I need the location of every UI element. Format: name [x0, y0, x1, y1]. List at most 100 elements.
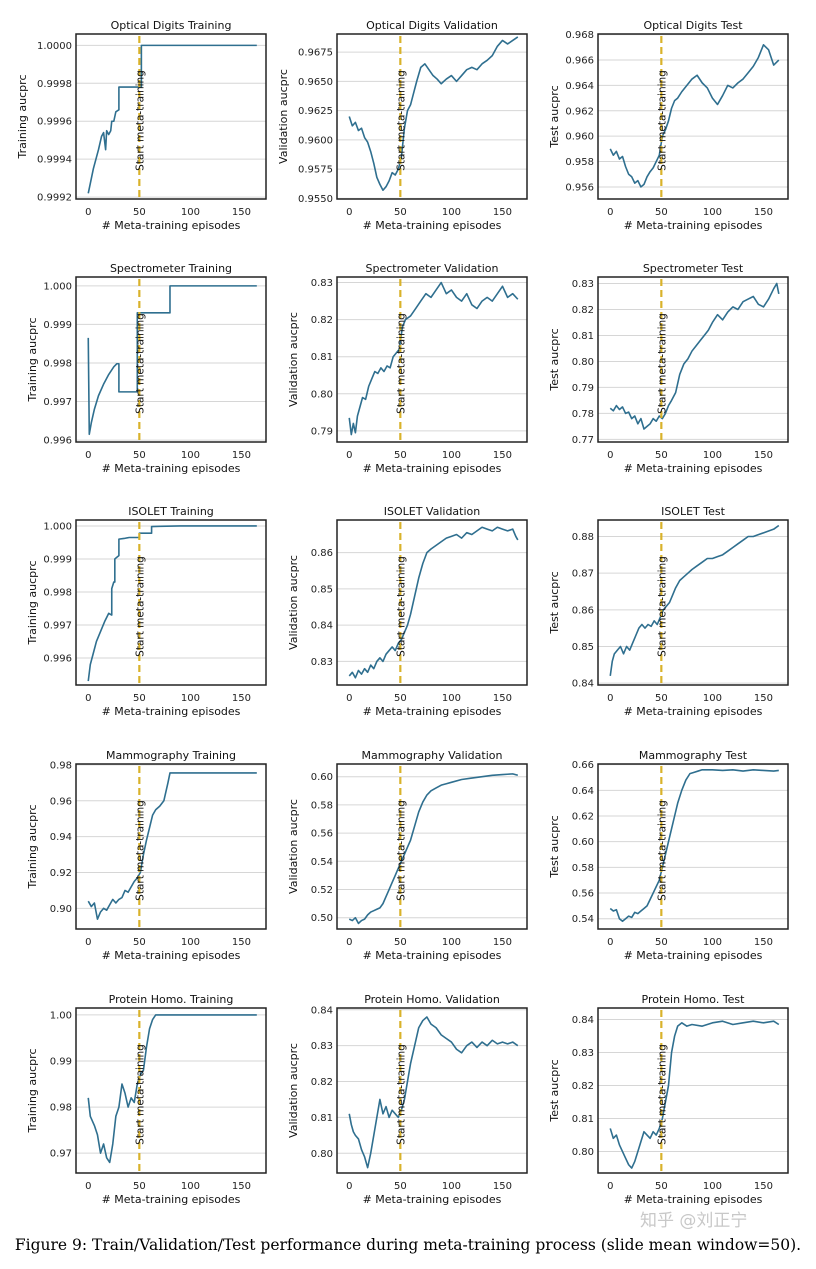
y-tick-label: 0.83: [572, 1048, 594, 1059]
x-tick-label: 100: [181, 937, 200, 948]
y-tick-label: 0.50: [311, 913, 333, 924]
y-tick-label: 0.999: [43, 554, 72, 565]
x-tick-label: 50: [133, 207, 146, 218]
y-axis-label: Training aucprc: [16, 75, 29, 160]
subplot-11: Start meta-training 0.50 0.52 0.54 0.56 0.58 0…: [287, 749, 528, 962]
series-line: [348, 281, 519, 436]
x-tick-label: 50: [655, 450, 668, 461]
y-tick-label: 0.88: [572, 532, 594, 543]
y-tick-label: 0.997: [43, 397, 72, 408]
chart-title: Mammography Test: [639, 749, 748, 762]
x-tick-label: 50: [394, 937, 407, 948]
y-tick-label: 0.968: [565, 30, 594, 41]
y-tick-label: 0.60: [572, 837, 594, 848]
marker-label: Start meta-training: [134, 556, 146, 657]
x-tick-label: 150: [232, 693, 251, 704]
y-tick-label: 0.60: [311, 772, 333, 783]
chart-title: Spectrometer Test: [643, 262, 744, 275]
x-tick-label: 0: [346, 207, 352, 218]
y-tick-label: 0.81: [311, 1113, 333, 1124]
series-line: [348, 773, 519, 925]
y-tick-label: 0.56: [311, 829, 333, 840]
axes-frame: [597, 763, 789, 930]
subplot-3: Start meta-training 0.956 0.958 0.960 0.962 0…: [548, 19, 789, 232]
y-tick-label: 0.80: [572, 357, 594, 368]
subplot-6: Start meta-training 0.77 0.78 0.79 0.80 0.81 0…: [548, 262, 789, 475]
y-tick-label: 0.92: [50, 868, 72, 879]
marker-label: Start meta-training: [656, 70, 668, 171]
y-tick-label: 0.960: [565, 132, 594, 143]
chart-title: Mammography Training: [106, 749, 236, 762]
axes-frame: [336, 276, 528, 443]
subplot-14: Start meta-training 0.80 0.81 0.82 0.83 0.84 0…: [287, 993, 528, 1206]
x-tick-label: 100: [181, 207, 200, 218]
y-tick-label: 0.84: [572, 1015, 594, 1026]
x-tick-label: 150: [232, 1181, 251, 1192]
axes-frame: [597, 33, 789, 200]
x-tick-label: 0: [607, 937, 613, 948]
x-axis-label: # Meta-training episodes: [102, 949, 241, 962]
y-tick-label: 1.0000: [37, 41, 72, 52]
y-tick-label: 0.83: [311, 278, 333, 289]
subplot-7: Start meta-training 0.996 0.997 0.998 0.999 1…: [26, 505, 267, 718]
x-tick-label: 50: [394, 1181, 407, 1192]
y-tick-label: 0.54: [311, 857, 333, 868]
series-line: [609, 524, 780, 676]
x-tick-label: 50: [133, 693, 146, 704]
x-tick-label: 100: [703, 937, 722, 948]
x-tick-label: 150: [493, 1181, 512, 1192]
axes-frame: [75, 519, 267, 686]
y-tick-label: 0.58: [572, 863, 594, 874]
x-tick-label: 100: [442, 693, 461, 704]
marker-label: Start meta-training: [395, 1044, 407, 1145]
x-tick-label: 50: [655, 693, 668, 704]
y-tick-label: 0.84: [311, 621, 333, 632]
y-axis-label: Test aucprc: [548, 328, 561, 391]
y-tick-label: 0.81: [572, 1114, 594, 1125]
x-axis-label: # Meta-training episodes: [363, 705, 502, 718]
y-tick-label: 0.81: [311, 352, 333, 363]
y-tick-label: 0.9998: [37, 79, 72, 90]
subplot-9: Start meta-training 0.84 0.85 0.86 0.87 0.88 0…: [548, 505, 789, 718]
y-tick-label: 0.962: [565, 106, 594, 117]
x-tick-label: 100: [181, 1181, 200, 1192]
x-tick-label: 100: [181, 693, 200, 704]
y-tick-label: 0.81: [572, 331, 594, 342]
y-tick-label: 0.86: [311, 548, 333, 559]
y-tick-label: 0.85: [572, 642, 594, 653]
x-tick-label: 150: [493, 450, 512, 461]
y-tick-label: 0.9550: [298, 194, 333, 205]
marker-label: Start meta-training: [134, 70, 146, 171]
subplot-10: Start meta-training 0.90 0.92 0.94 0.96 0.98 0…: [26, 749, 267, 962]
x-tick-label: 150: [493, 693, 512, 704]
x-axis-label: # Meta-training episodes: [363, 1193, 502, 1206]
y-tick-label: 0.998: [43, 587, 72, 598]
marker-label: Start meta-training: [134, 800, 146, 901]
y-axis-label: Training aucprc: [26, 318, 39, 403]
y-tick-label: 0.996: [43, 653, 72, 664]
y-axis-label: Validation aucprc: [277, 69, 290, 164]
x-tick-label: 0: [85, 450, 91, 461]
series-line: [87, 285, 257, 436]
x-tick-label: 100: [442, 450, 461, 461]
y-tick-label: 0.9675: [298, 48, 333, 59]
y-tick-label: 0.62: [572, 812, 594, 823]
y-axis-label: Test aucprc: [548, 815, 561, 878]
subplot-13: Start meta-training 0.97 0.98 0.99 1.00 0 50 10…: [26, 993, 267, 1206]
x-tick-label: 150: [493, 937, 512, 948]
x-tick-label: 0: [85, 1181, 91, 1192]
y-tick-label: 0.83: [572, 279, 594, 290]
y-tick-label: 0.98: [50, 1103, 72, 1114]
y-tick-label: 0.9575: [298, 165, 333, 176]
y-tick-label: 0.54: [572, 914, 594, 925]
subplot-4: Start meta-training 0.996 0.997 0.998 0.999 1…: [26, 262, 267, 475]
axes-frame: [336, 519, 528, 686]
x-tick-label: 0: [85, 693, 91, 704]
y-tick-label: 0.996: [43, 436, 72, 447]
y-axis-label: Validation aucprc: [287, 799, 300, 894]
axes-frame: [597, 519, 789, 686]
y-tick-label: 0.78: [572, 409, 594, 420]
series-line: [348, 526, 519, 679]
y-tick-label: 0.9996: [37, 117, 72, 128]
y-tick-label: 0.956: [565, 182, 594, 193]
